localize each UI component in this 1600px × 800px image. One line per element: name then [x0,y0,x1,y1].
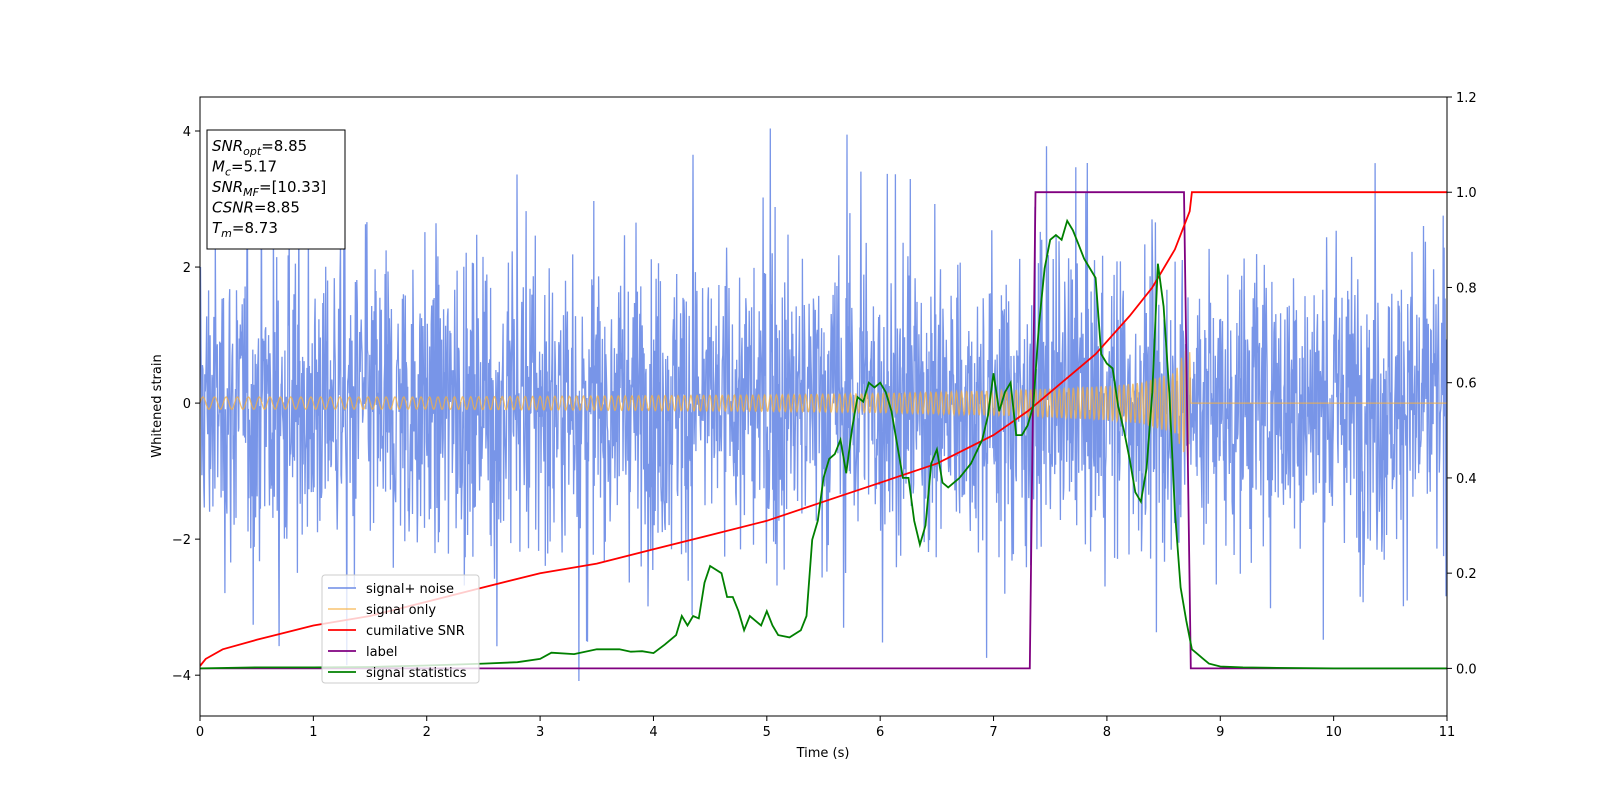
x-tick-label: 10 [1325,725,1342,740]
y-right-tick-label: 1.0 [1456,186,1477,201]
annotation-box: SNRopt=8.85Mc=5.17SNRMF=[10.33]CSNR=8.85… [206,129,346,250]
y-axis-right: 0.0 0.2 0.4 0.6 0.8 1.0 1.2 [1447,91,1477,677]
plot-frame [199,96,1448,717]
label-line [200,191,1447,670]
x-tick-label: 2 [423,725,431,740]
x-tick-label: 8 [1103,725,1111,740]
x-tick-label: 9 [1216,725,1224,740]
y-left-tick-label: 4 [183,125,191,140]
y-left-tick-label: 0 [183,397,191,412]
y-right-tick-label: 0.0 [1456,662,1477,677]
x-tick-label: 4 [649,725,657,740]
y-right-tick-label: 1.2 [1456,91,1477,106]
y-right-tick-label: 0.4 [1456,472,1477,487]
signal-noise-line [200,128,1447,682]
y-left-tick-label: −4 [172,669,191,684]
annotation-line: SNRopt=8.85 [212,137,307,158]
x-tick-label: 6 [876,725,884,740]
legend-label: cumilative SNR [366,624,465,639]
y-axis-left: −4 −2 0 2 4 [172,125,200,684]
y-right-tick-label: 0.6 [1456,377,1477,392]
x-tick-label: 11 [1439,725,1456,740]
annotation-line: Mc=5.17 [212,158,277,179]
x-tick-label: 5 [763,725,771,740]
x-tick-label: 3 [536,725,544,740]
legend-frame [321,574,480,684]
y-left-tick-label: −2 [172,533,191,548]
x-axis: 0 1 2 3 4 5 6 7 8 9 10 11 [196,716,1455,740]
y-right-tick-label: 0.8 [1456,281,1477,296]
legend-label: signal only [366,603,436,618]
x-tick-label: 7 [989,725,997,740]
signal-only-series [200,348,1447,464]
legend-label: label [366,645,397,660]
annotation-frame [206,129,346,250]
signal-only-line [200,348,1447,464]
signal-noise-series [200,128,1447,682]
annotation-line: CSNR=8.85 [212,199,300,217]
y-left-tick-label: 2 [183,261,191,276]
legend: signal+ noise signal only cumilative SNR la… [321,574,480,684]
signal-statistics-line [200,218,1447,670]
annotation-line: Tm=8.73 [212,219,278,240]
x-tick-label: 0 [196,725,204,740]
annotation-line: SNRMF=[10.33] [212,178,326,199]
x-axis-label: Time (s) [796,746,850,761]
y-right-tick-label: 0.2 [1456,567,1477,582]
legend-label: signal+ noise [366,582,454,597]
legend-label: signal statistics [366,666,467,681]
y-axis-label: Whitened strain [150,354,165,457]
x-tick-label: 1 [309,725,317,740]
